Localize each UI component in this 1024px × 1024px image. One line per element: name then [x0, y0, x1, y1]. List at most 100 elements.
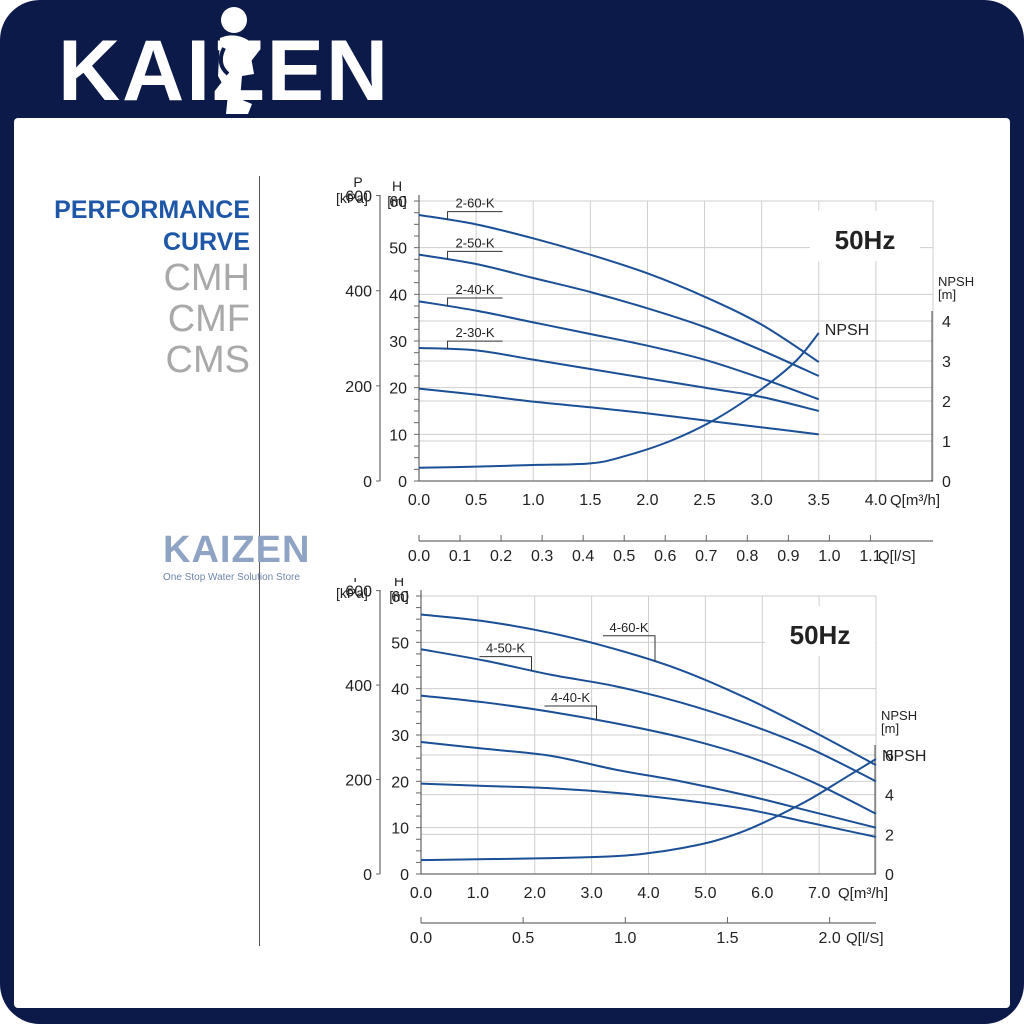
p-tick-label: 600 [345, 189, 372, 206]
person-figure-icon [218, 7, 254, 114]
x-axis-label: Q[m³/h] [838, 885, 888, 902]
npsh-tick-label: 2 [942, 394, 951, 411]
npsh-axis-title: NPSH [881, 708, 917, 723]
h-tick-label: 60 [389, 194, 407, 211]
vertical-divider [259, 176, 260, 946]
frequency-label-bg [765, 606, 875, 656]
x2-tick-label: 0.3 [531, 548, 553, 565]
model-label-cmf: CMF [167, 298, 250, 340]
x-tick-label: 2.5 [693, 492, 715, 509]
series-label: 2-30-K [456, 325, 495, 340]
h-axis-title: H [394, 578, 404, 589]
x-tick-label: 4.0 [865, 492, 887, 509]
p-axis-title: [kPa] [336, 190, 368, 206]
head-curve [418, 347, 820, 412]
x2-tick-label: 0.5 [512, 930, 534, 947]
p-tick-label: 0 [363, 867, 372, 884]
side-title: PERFORMANCE CURVE CMH CMF CMS [30, 194, 250, 381]
h-tick-label: 10 [391, 821, 409, 838]
series-label: 4-60-K [609, 620, 648, 635]
npsh-tick-label: 2 [885, 827, 894, 844]
h-tick-label: 30 [391, 728, 409, 745]
series-label-leader [447, 211, 503, 220]
frequency-label: 50Hz [790, 620, 851, 650]
x-tick-label: 3.0 [751, 492, 773, 509]
npsh-tick-label: 0 [942, 474, 951, 491]
head-curve [418, 214, 820, 363]
frequency-label-bg [810, 211, 920, 261]
series-label-leader [603, 635, 656, 662]
model-label-cms: CMS [165, 339, 250, 381]
h-tick-label: 20 [389, 381, 407, 398]
npsh-curve-label: NPSH [882, 748, 926, 765]
p-tick-label: 200 [345, 379, 372, 396]
x2-tick-label: 0.9 [777, 548, 799, 565]
npsh-curve-label: NPSH [825, 322, 869, 339]
series-label: 2-40-K [456, 282, 495, 297]
x-tick-label: 2.0 [636, 492, 658, 509]
series-label-leader [544, 705, 597, 720]
p-tick-label: 0 [363, 474, 372, 491]
x-tick-label: 6.0 [751, 885, 773, 902]
p-axis-title: [kPa] [336, 585, 368, 601]
x2-tick-label: 0.1 [449, 548, 471, 565]
series-label: 2-60-K [456, 196, 495, 211]
p-tick-label: 400 [345, 678, 372, 695]
head-curve [420, 782, 877, 838]
x2-tick-label: 0.0 [408, 548, 430, 565]
x-tick-label: 3.0 [581, 885, 603, 902]
head-curve [418, 253, 820, 377]
x-tick-label: 1.0 [522, 492, 544, 509]
x2-tick-label: 0.7 [695, 548, 717, 565]
npsh-tick-label: 1 [942, 434, 951, 451]
npsh-curve [418, 332, 820, 469]
h-tick-label: 10 [389, 427, 407, 444]
x2-tick-label: 1.1 [859, 548, 881, 565]
x2-tick-label: 1.0 [614, 930, 636, 947]
head-curve [418, 300, 820, 401]
x-tick-label: 2.0 [524, 885, 546, 902]
head-curve [418, 387, 819, 436]
x2-tick-label: 2.0 [818, 930, 840, 947]
p-axis-title: P [353, 176, 362, 190]
npsh-tick-label: 3 [942, 354, 951, 371]
x2-tick-label: 1.0 [818, 548, 840, 565]
x-tick-label: 3.5 [808, 492, 830, 509]
h-tick-label: 0 [398, 474, 407, 491]
watermark-logo: KAIZEN One Stop Water Solution Store [163, 530, 338, 583]
h-tick-label: 20 [391, 774, 409, 791]
series-label-leader [479, 656, 532, 671]
x-tick-label: 0.0 [410, 885, 432, 902]
series-label-leader [447, 340, 503, 350]
x-tick-label: 1.5 [579, 492, 601, 509]
series-label: 4-40-K [551, 690, 590, 705]
x2-tick-label: 0.4 [572, 548, 594, 565]
x2-tick-label: 0.6 [654, 548, 676, 565]
series-label: 4-50-K [486, 641, 525, 656]
side-title-line2: CURVE [162, 228, 250, 256]
head-curve [420, 613, 877, 766]
x-tick-label: 7.0 [808, 885, 830, 902]
x2-tick-label: 1.5 [716, 930, 738, 947]
x2-tick-label: 0.0 [410, 930, 432, 947]
watermark-name: KAIZEN [163, 529, 311, 571]
h-tick-label: 50 [389, 241, 407, 258]
h-axis-title: [m] [389, 588, 408, 604]
x-tick-label: 1.0 [467, 885, 489, 902]
h-tick-label: 40 [391, 682, 409, 699]
h-tick-label: 0 [400, 867, 409, 884]
series-label-leader [447, 250, 503, 260]
h-tick-label: 30 [389, 334, 407, 351]
head-curve [420, 740, 877, 829]
x-axis-label: Q[m³/h] [890, 492, 940, 509]
x-tick-label: 5.0 [694, 885, 716, 902]
h-tick-label: 60 [391, 589, 409, 606]
x-tick-label: 0.0 [408, 492, 430, 509]
series-label: 2-50-K [456, 235, 495, 250]
h-tick-label: 50 [391, 635, 409, 652]
p-tick-label: 400 [345, 284, 372, 301]
npsh-tick-label: 6 [885, 748, 894, 765]
npsh-axis-title: [m] [881, 721, 899, 736]
